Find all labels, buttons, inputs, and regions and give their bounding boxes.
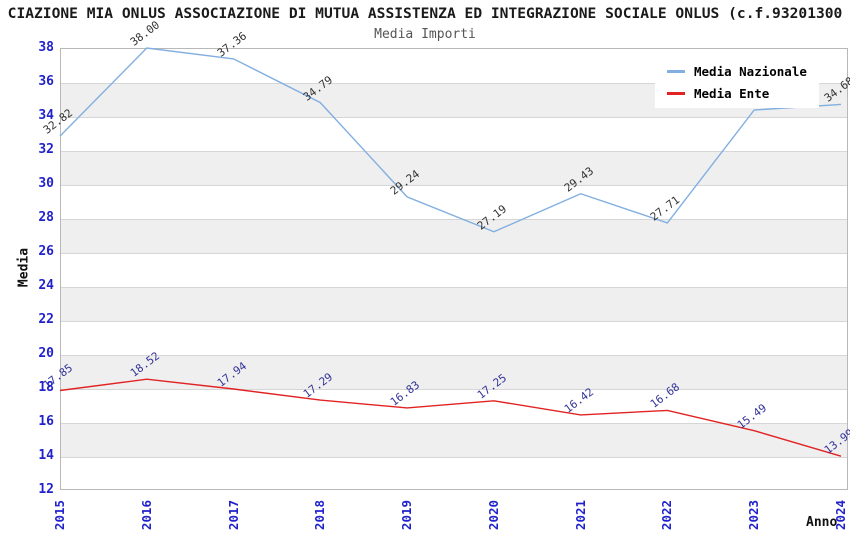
legend-line-swatch-ente	[667, 92, 685, 95]
gridline	[61, 151, 847, 152]
legend-item-media-nazionale: Media Nazionale	[667, 64, 807, 79]
gridline	[61, 457, 847, 458]
legend-label: Media Nazionale	[694, 64, 807, 79]
x-tick-label: 2016	[138, 499, 154, 531]
x-tick-label: 2023	[746, 499, 762, 531]
y-tick-label: 24	[38, 278, 54, 293]
y-tick-label: 16	[38, 414, 54, 429]
y-tick-label: 38	[38, 40, 54, 55]
y-tick-label: 28	[38, 210, 54, 225]
x-tick-label: 2020	[485, 499, 501, 531]
band	[61, 219, 847, 253]
gridline	[61, 355, 847, 356]
y-tick-label: 32	[38, 142, 54, 157]
legend: Media Nazionale Media Ente	[655, 57, 819, 108]
legend-label: Media Ente	[694, 86, 770, 101]
chart-subtitle: Media Importi	[374, 27, 476, 42]
y-tick-label: 26	[38, 244, 54, 259]
band	[61, 423, 847, 457]
y-tick-label: 34	[38, 108, 54, 123]
legend-line-swatch-nazionale	[667, 70, 685, 73]
x-tick-label: 2024	[833, 499, 848, 531]
gridline	[61, 321, 847, 322]
gridline	[61, 219, 847, 220]
x-tick-label: 2018	[312, 499, 328, 531]
gridline	[61, 389, 847, 390]
legend-item-media-ente: Media Ente	[667, 86, 807, 101]
y-tick-label: 18	[38, 380, 54, 395]
band	[61, 151, 847, 185]
x-axis-title: Anno	[806, 515, 838, 530]
x-tick-label: 2021	[572, 499, 588, 531]
band	[61, 287, 847, 321]
y-tick-label: 12	[38, 482, 54, 497]
gridline	[61, 423, 847, 424]
y-tick-label: 14	[38, 448, 54, 463]
gridline	[61, 253, 847, 254]
x-tick-label: 2015	[52, 499, 67, 531]
x-tick-label: 2019	[399, 499, 415, 531]
y-tick-label: 30	[38, 176, 54, 191]
y-tick-label: 36	[38, 74, 54, 89]
gridline	[61, 185, 847, 186]
x-tick-label: 2017	[225, 499, 241, 531]
band	[61, 355, 847, 389]
y-tick-label: 22	[38, 312, 54, 327]
chart-title: CIAZIONE MIA ONLUS ASSOCIAZIONE DI MUTUA…	[7, 5, 843, 22]
gridline	[61, 117, 847, 118]
y-tick-label: 20	[38, 346, 54, 361]
x-tick-label: 2022	[659, 499, 675, 531]
gridline	[61, 287, 847, 288]
